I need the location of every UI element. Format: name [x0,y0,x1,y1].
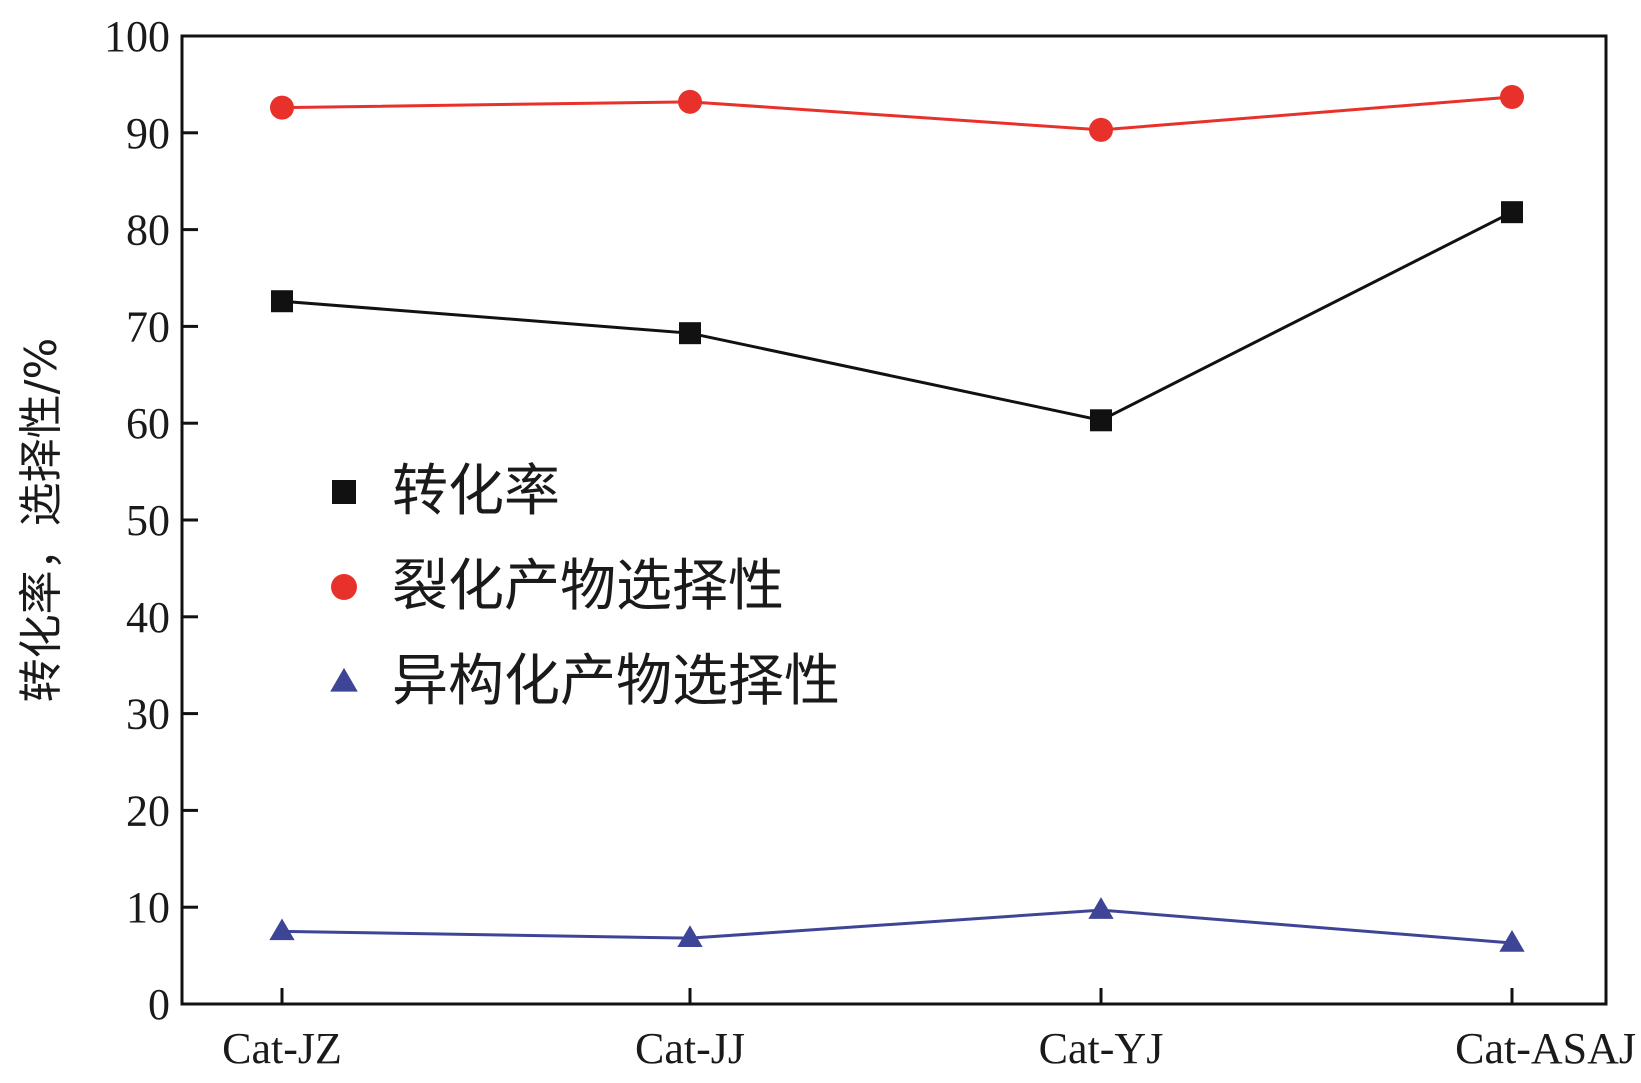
y-tick-label: 10 [126,883,170,932]
y-tick-label: 70 [126,302,170,351]
data-point [679,322,701,345]
data-point [678,89,702,114]
y-tick-label: 50 [126,496,170,545]
data-point [331,574,357,600]
data-point [1499,930,1525,952]
series-2 [269,897,1525,952]
legend-label: 裂化产物选择性 [392,554,784,619]
data-point [1090,409,1112,432]
series-1 [270,84,1524,142]
data-point [269,918,295,941]
y-axis-label: 转化率，选择性/% [16,338,67,703]
data-point [1088,897,1114,919]
series-layer [269,84,1525,952]
series-line [281,908,1513,945]
x-tick-label: Cat-YJ [1039,1024,1164,1073]
x-tick-label: Cat-ASAJ [1455,1024,1636,1073]
series-line [281,95,1513,132]
y-tick-label: 90 [126,109,170,158]
data-point [677,925,703,947]
legend-label: 异构化产物选择性 [392,649,840,714]
y-tick-label: 20 [126,786,170,835]
data-point [1501,201,1523,224]
data-point [332,480,356,504]
series-line [281,210,1513,422]
data-point [1500,84,1524,109]
y-tick-label: 30 [126,690,170,739]
x-tick-label: Cat-JZ [222,1024,342,1073]
y-tick-label: 0 [148,980,170,1029]
legend-label: 转化率 [392,459,560,524]
y-tick-label: 100 [104,12,170,61]
data-point [1089,117,1113,142]
series-0 [271,201,1523,432]
data-point [330,667,358,692]
y-tick-label: 80 [126,206,170,255]
x-axis: Cat-JZ Cat-JJ Cat-YJ Cat-ASAJ [222,988,1636,1073]
data-point [270,95,294,120]
y-tick-label: 60 [126,399,170,448]
y-tick-label: 40 [126,593,170,642]
data-point [271,290,293,313]
x-tick-label: Cat-JJ [635,1024,745,1073]
y-axis: 0 10 20 30 40 50 60 70 80 90 100 [104,12,198,1029]
